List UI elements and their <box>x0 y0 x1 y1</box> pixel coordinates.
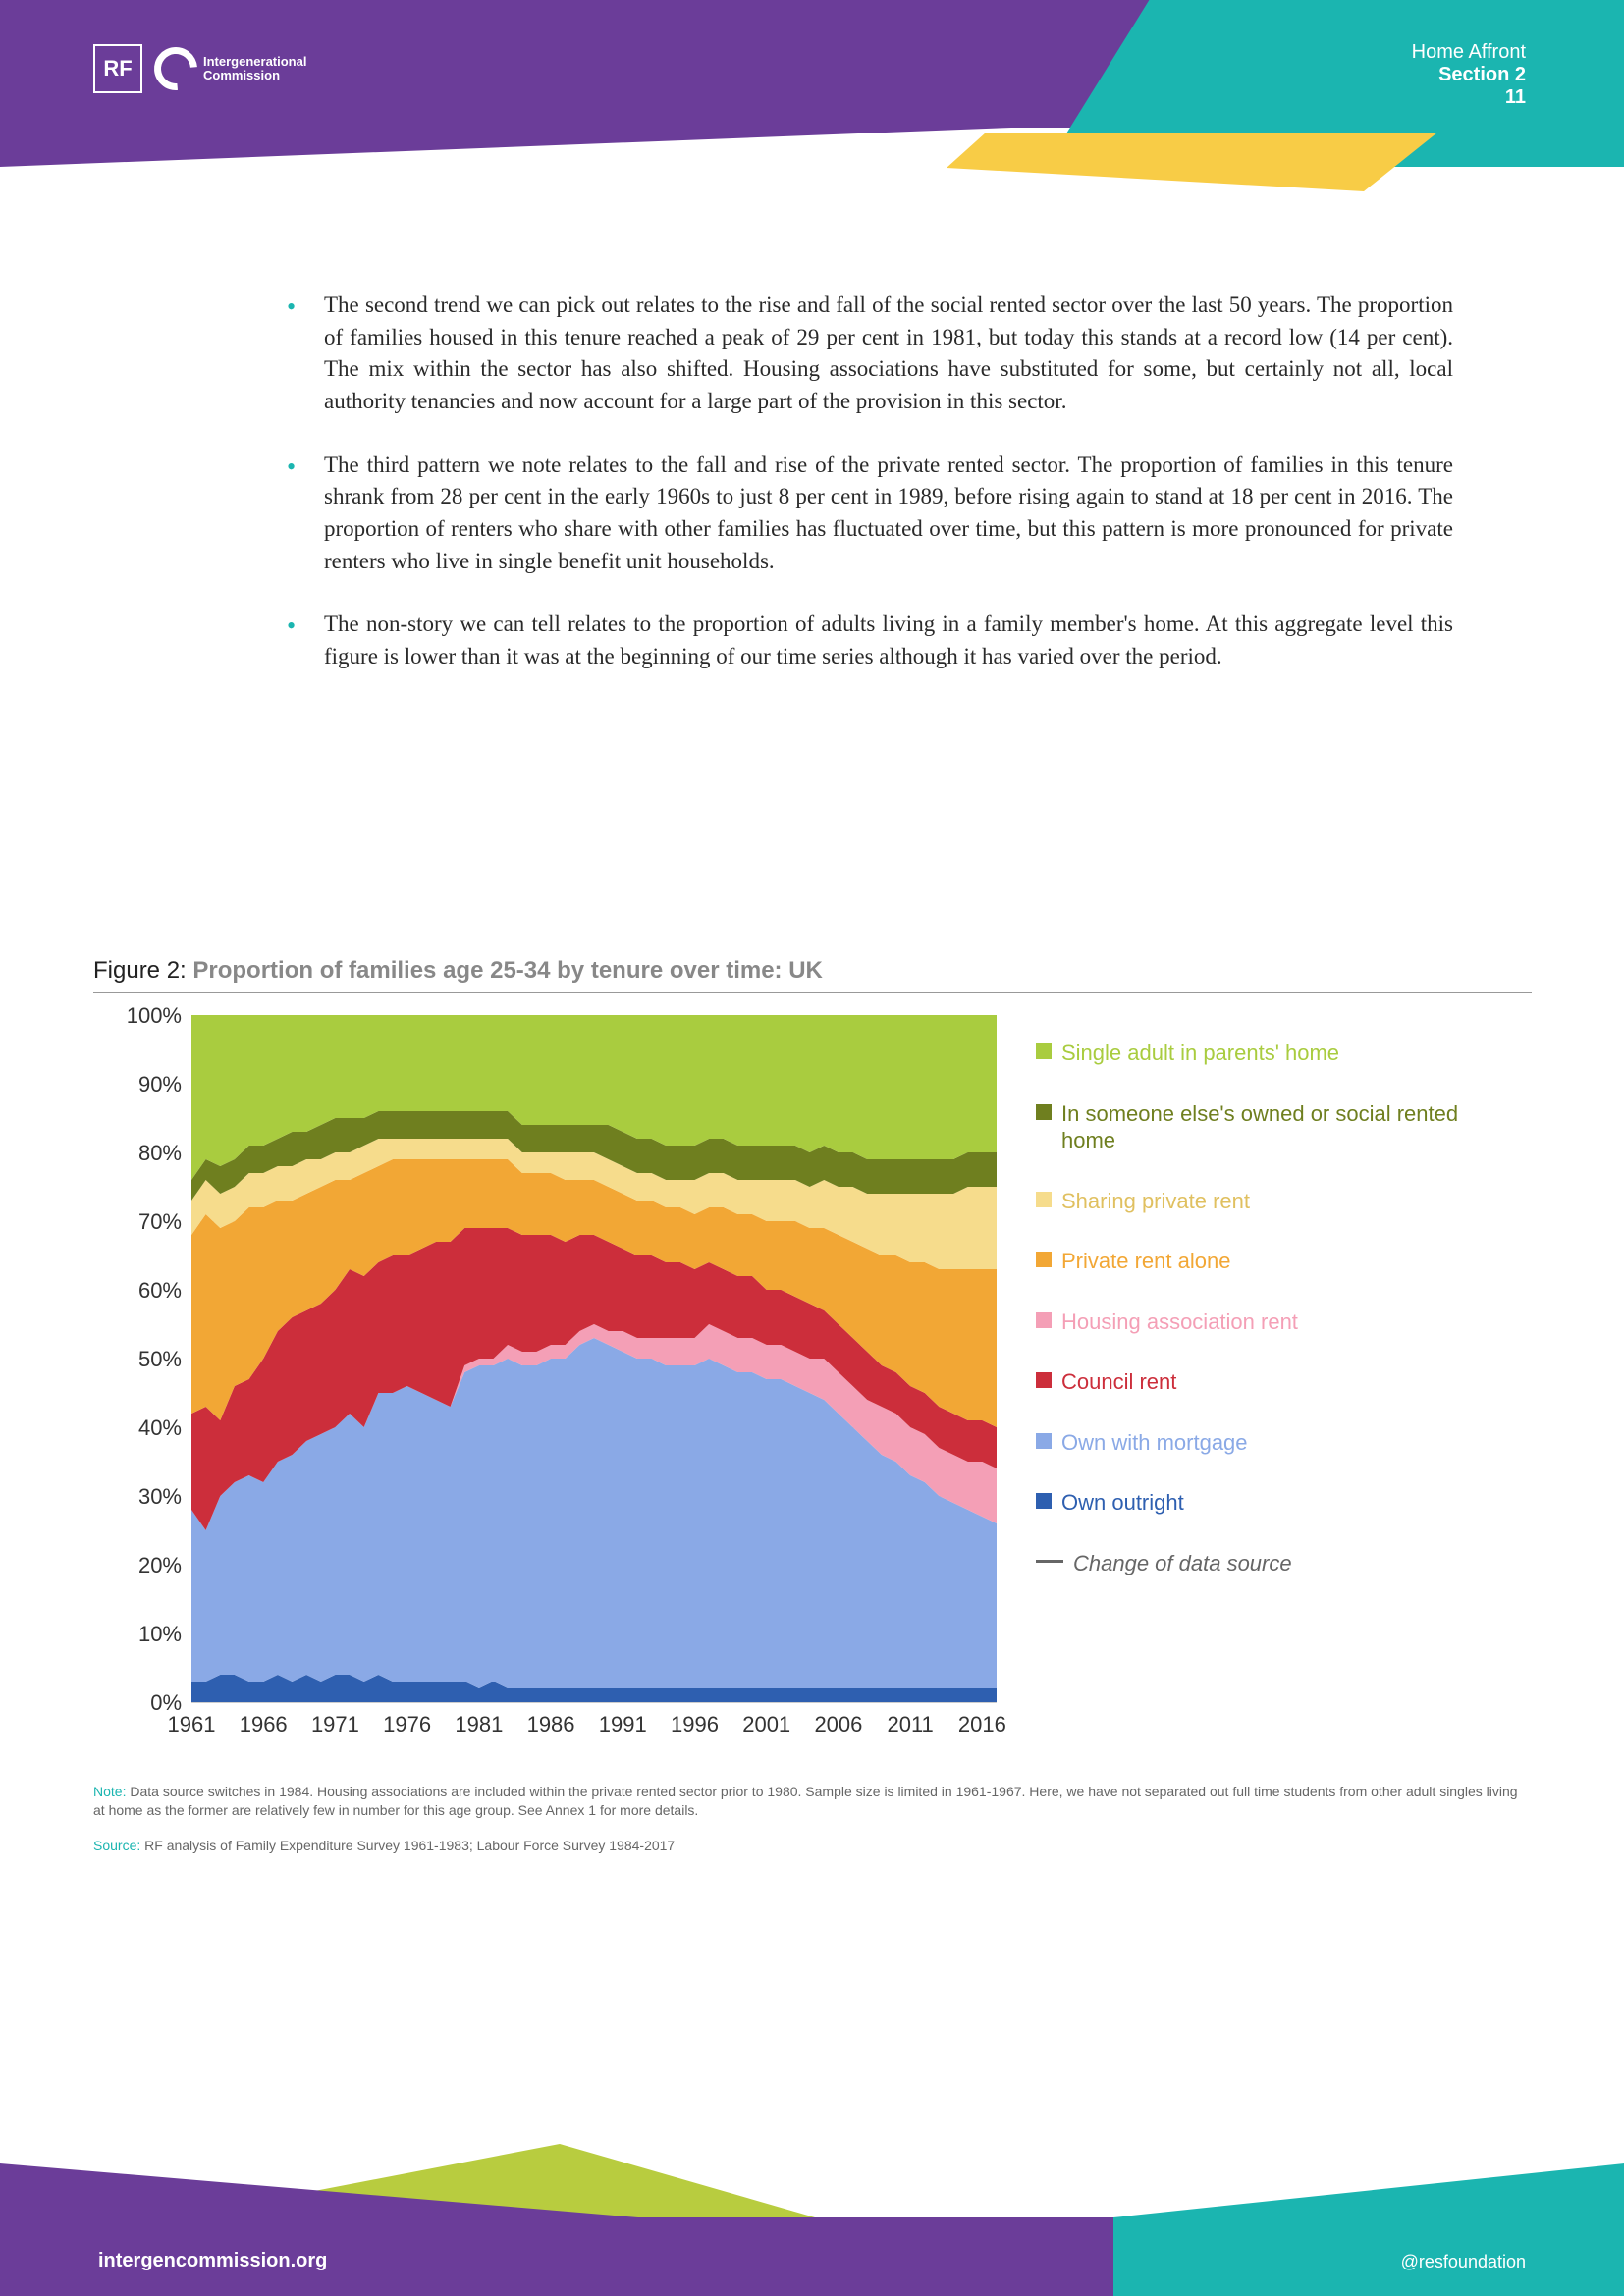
x-tick-label: 2011 <box>876 1712 945 1737</box>
y-tick-label: 40% <box>93 1415 182 1441</box>
x-tick-label: 2001 <box>732 1712 801 1737</box>
ic-logo: Intergenerational Commission <box>154 47 306 90</box>
rf-logo: RF <box>93 44 142 93</box>
page: RF Intergenerational Commission Home Aff… <box>0 0 1624 2296</box>
x-tick-label: 2016 <box>947 1712 1016 1737</box>
x-tick-label: 1966 <box>229 1712 298 1737</box>
legend-label: In someone else's owned or social rented… <box>1061 1100 1507 1154</box>
legend-label: Change of data source <box>1073 1550 1292 1577</box>
legend-item: Change of data source <box>1036 1550 1507 1577</box>
x-tick-label: 1961 <box>157 1712 226 1737</box>
legend-item: Council rent <box>1036 1368 1507 1396</box>
y-tick-label: 100% <box>93 1003 182 1029</box>
x-tick-label: 1971 <box>300 1712 369 1737</box>
legend-label: Own with mortgage <box>1061 1429 1248 1457</box>
gridline-h <box>191 1702 997 1703</box>
legend-label: Private rent alone <box>1061 1248 1230 1275</box>
legend-item: Own outright <box>1036 1489 1507 1517</box>
logo-area: RF Intergenerational Commission <box>93 44 306 93</box>
legend-item: Single adult in parents' home <box>1036 1040 1507 1067</box>
x-tick-label: 1996 <box>661 1712 730 1737</box>
legend-item: Private rent alone <box>1036 1248 1507 1275</box>
ic-logo-text: Intergenerational Commission <box>203 55 306 83</box>
bullet-item: The non-story we can tell relates to the… <box>275 609 1453 672</box>
legend-swatch <box>1036 1372 1052 1388</box>
x-tick-label: 1976 <box>373 1712 442 1737</box>
legend-swatch <box>1036 1043 1052 1059</box>
legend-item: Housing association rent <box>1036 1308 1507 1336</box>
figure-number: Figure 2: <box>93 957 187 984</box>
y-tick-label: 70% <box>93 1209 182 1235</box>
x-tick-label: 1986 <box>516 1712 585 1737</box>
legend-label: Single adult in parents' home <box>1061 1040 1339 1067</box>
y-tick-label: 30% <box>93 1484 182 1510</box>
x-tick-label: 2006 <box>804 1712 873 1737</box>
y-tick-label: 50% <box>93 1347 182 1372</box>
ic-logo-icon <box>145 38 206 99</box>
figure-wrap: Figure 2: Proportion of families age 25-… <box>93 957 1532 1853</box>
legend-swatch <box>1036 1104 1052 1120</box>
x-tick-label: 1991 <box>588 1712 657 1737</box>
legend-swatch <box>1036 1192 1052 1207</box>
header-bg-yellow <box>947 133 1437 191</box>
page-number: 11 <box>1412 86 1526 109</box>
y-tick-label: 20% <box>93 1553 182 1578</box>
footer-bg-teal <box>1113 2217 1624 2296</box>
header-right: Home Affront Section 2 11 <box>1412 41 1526 109</box>
legend-label: Council rent <box>1061 1368 1176 1396</box>
legend-line-swatch <box>1036 1560 1063 1563</box>
y-tick-label: 10% <box>93 1622 182 1647</box>
legend-item: Own with mortgage <box>1036 1429 1507 1457</box>
y-tick-label: 90% <box>93 1072 182 1097</box>
legend-item: In someone else's owned or social rented… <box>1036 1100 1507 1154</box>
legend-label: Housing association rent <box>1061 1308 1298 1336</box>
legend-item: Sharing private rent <box>1036 1188 1507 1215</box>
source-text: RF analysis of Family Expenditure Survey… <box>144 1838 675 1853</box>
bullet-item: The third pattern we note relates to the… <box>275 450 1453 578</box>
body-content: The second trend we can pick out relates… <box>275 290 1453 705</box>
legend-swatch <box>1036 1433 1052 1449</box>
figure-note: Note: Data source switches in 1984. Hous… <box>93 1783 1532 1820</box>
y-tick-label: 60% <box>93 1278 182 1304</box>
figure-subtitle: Proportion of families age 25-34 by tenu… <box>192 957 822 984</box>
legend-swatch <box>1036 1312 1052 1328</box>
source-key: Source: <box>93 1838 140 1853</box>
chart-plot <box>191 1015 997 1702</box>
section-label: Section 2 <box>1412 64 1526 86</box>
footer-handle: @resfoundation <box>1401 2252 1526 2272</box>
y-tick-label: 80% <box>93 1141 182 1166</box>
bullet-item: The second trend we can pick out relates… <box>275 290 1453 418</box>
bullet-list: The second trend we can pick out relates… <box>275 290 1453 673</box>
legend-label: Sharing private rent <box>1061 1188 1250 1215</box>
footer-bg-teal-tri <box>1113 2163 1624 2217</box>
stacked-area-svg <box>191 1015 997 1702</box>
figure-title: Figure 2: Proportion of families age 25-… <box>93 957 1532 993</box>
legend-label: Own outright <box>1061 1489 1184 1517</box>
note-key: Note: <box>93 1784 126 1799</box>
legend-swatch <box>1036 1493 1052 1509</box>
doc-title: Home Affront <box>1412 41 1526 64</box>
footer-org: intergencommission.org <box>98 2250 327 2272</box>
x-tick-label: 1981 <box>445 1712 514 1737</box>
note-text: Data source switches in 1984. Housing as… <box>93 1784 1518 1818</box>
legend-swatch <box>1036 1252 1052 1267</box>
header-bg-purple-tri <box>0 128 1011 167</box>
chart-legend: Single adult in parents' home In someone … <box>1036 1040 1507 1610</box>
chart-area: 0%10%20%30%40%50%60%70%80%90%100%1961196… <box>93 1005 1532 1761</box>
figure-source: Source: RF analysis of Family Expenditur… <box>93 1838 1532 1853</box>
